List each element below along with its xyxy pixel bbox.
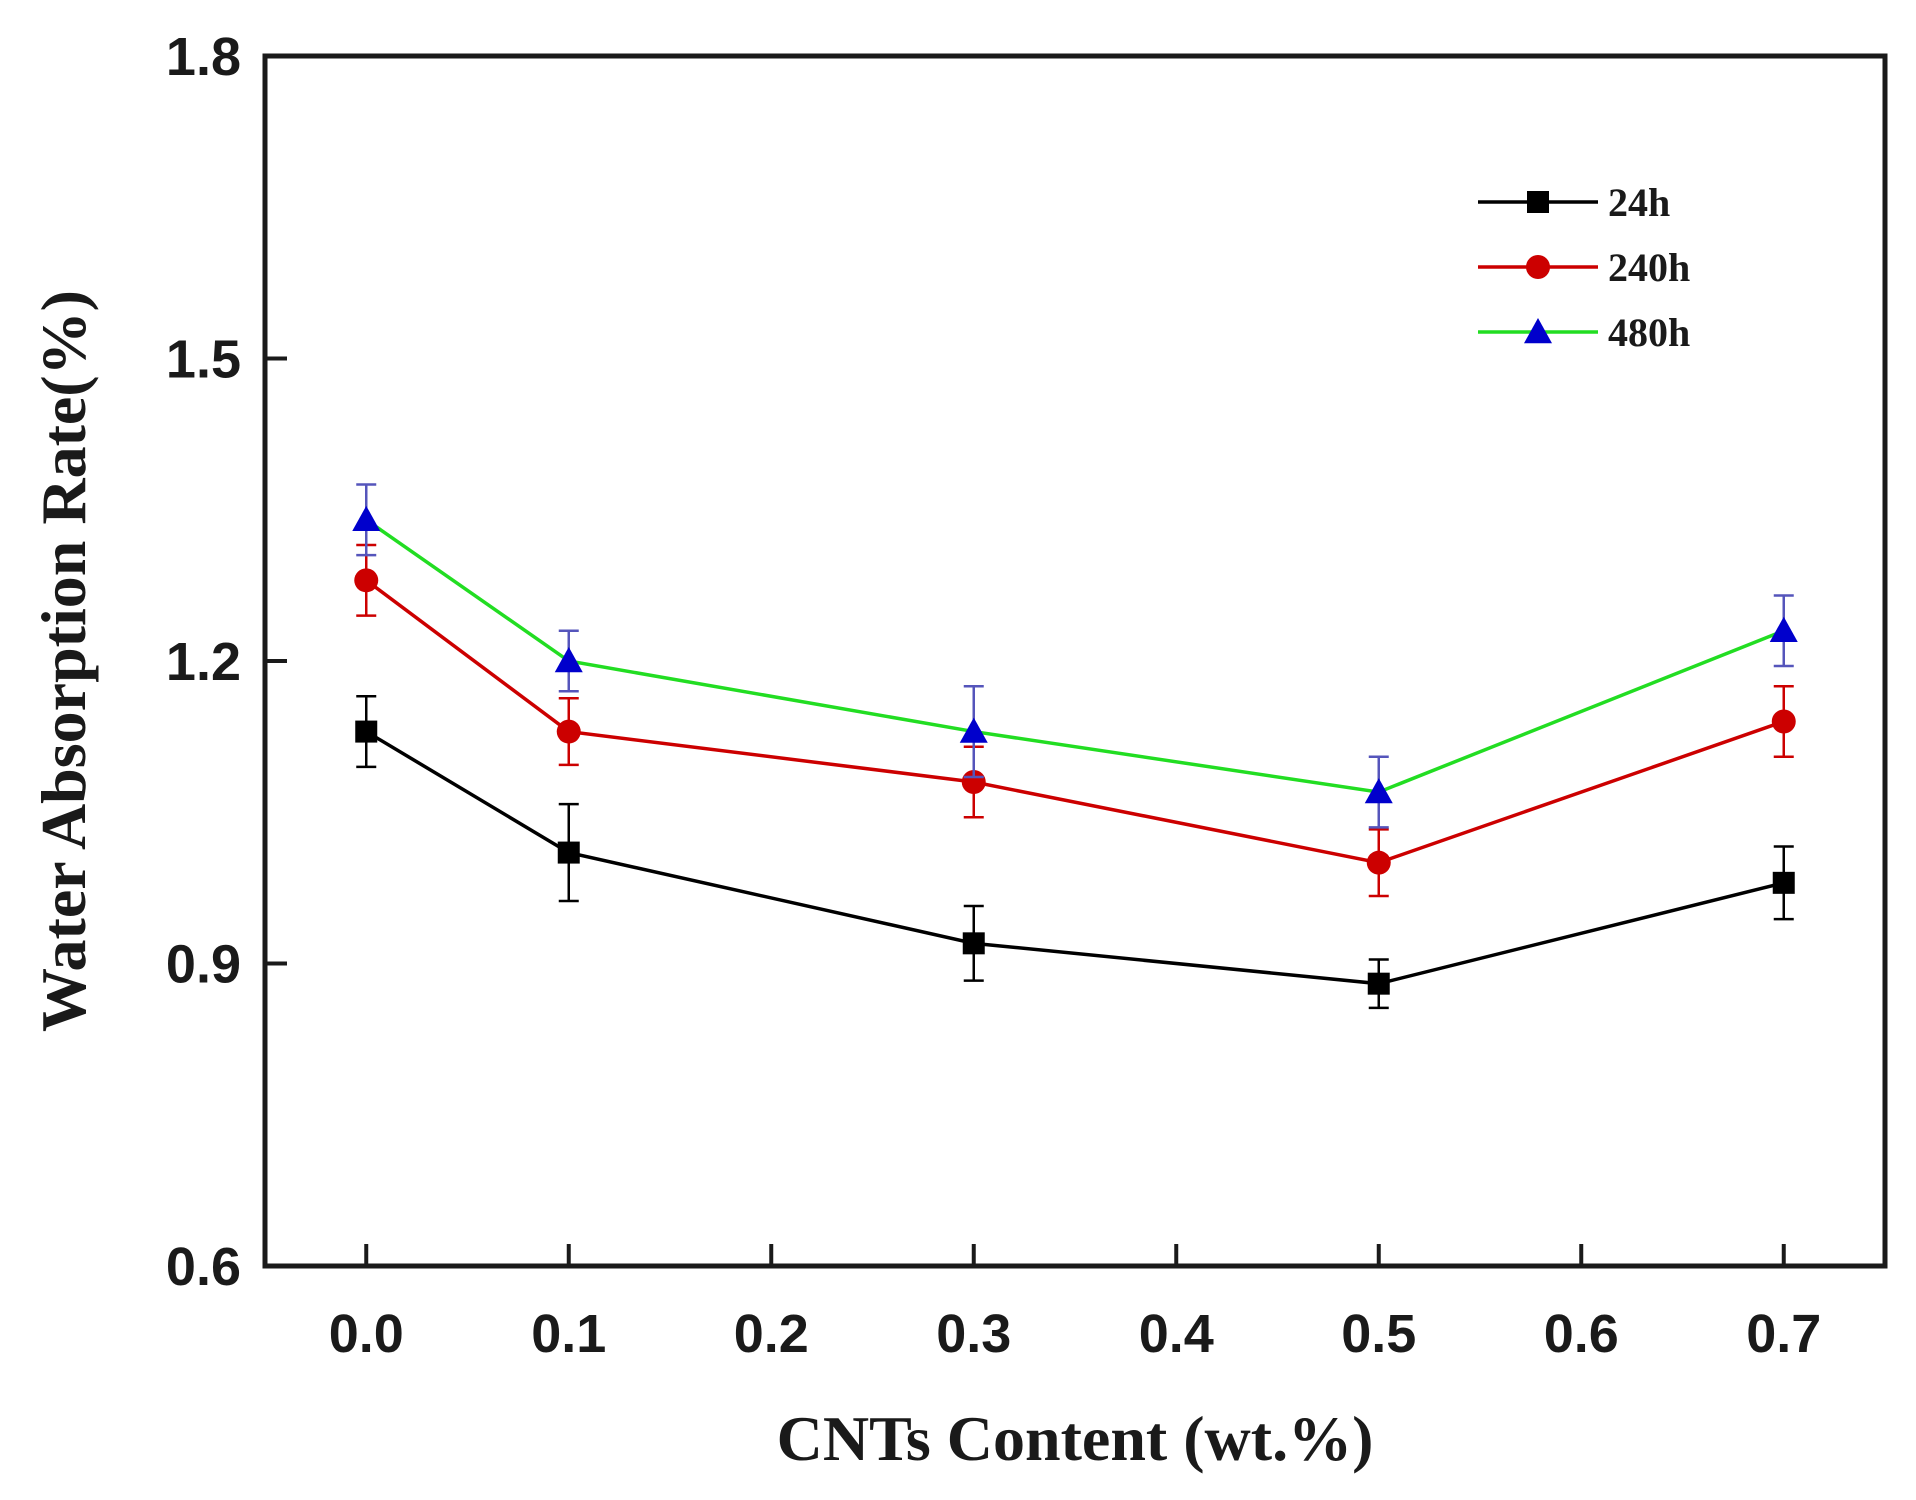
- x-tick-label: 0.4: [1139, 1304, 1214, 1364]
- legend-marker: [1526, 255, 1550, 279]
- y-tick-label: 0.9: [166, 935, 241, 995]
- y-axis-title: Water Absorption Rate(%): [28, 290, 99, 1032]
- y-tick-label: 0.6: [166, 1237, 241, 1297]
- series-line-240h: [365, 578, 1785, 865]
- plot-frame: [262, 53, 1888, 1269]
- data-point-480h: [959, 717, 988, 743]
- data-point-24h: [355, 720, 378, 743]
- data-point-24h: [1772, 871, 1795, 894]
- x-tick-label: 0.2: [734, 1304, 809, 1364]
- x-tick-label: 0.1: [531, 1304, 606, 1364]
- data-point-24h: [1367, 972, 1390, 995]
- y-tick-label: 1.2: [166, 632, 241, 692]
- legend-marker: [1524, 318, 1552, 344]
- x-tick-label: 0.6: [1544, 1304, 1619, 1364]
- x-tick-label: 0.5: [1341, 1304, 1416, 1364]
- x-tick-label: 0.3: [936, 1304, 1011, 1364]
- y-axis-ticks: 0.6 0.9 1.2 1.5 1.8: [166, 27, 287, 1297]
- x-tick-label: 0.0: [329, 1304, 404, 1364]
- x-tick-label: 0.7: [1746, 1304, 1821, 1364]
- data-point-240h: [556, 719, 581, 744]
- series-24h: [355, 695, 1795, 1010]
- data-point-240h: [1771, 709, 1796, 734]
- data-point-480h: [352, 505, 381, 532]
- data-point-240h: [354, 568, 379, 593]
- y-tick-label: 1.8: [166, 27, 241, 87]
- legend-label: 24h: [1608, 180, 1670, 225]
- data-point-480h: [1769, 616, 1798, 642]
- legend-label: 480h: [1608, 310, 1690, 355]
- data-point-24h: [962, 932, 985, 955]
- legend-item-480h: 480h: [1478, 310, 1690, 355]
- legend-marker: [1527, 191, 1549, 213]
- legend-item-240h: 240h: [1478, 245, 1690, 290]
- series-line-480h: [365, 518, 1785, 794]
- data-point-480h: [554, 647, 583, 673]
- legend: 24h 240h 480h: [1478, 180, 1690, 355]
- y-tick-label: 1.5: [166, 330, 241, 390]
- legend-item-24h: 24h: [1478, 180, 1670, 225]
- series-layer: [352, 483, 1798, 1010]
- legend-label: 240h: [1608, 245, 1690, 290]
- data-point-240h: [1366, 850, 1391, 875]
- data-point-24h: [557, 841, 580, 864]
- data-point-480h: [1364, 778, 1393, 804]
- series-480h: [352, 483, 1798, 829]
- x-axis-title: CNTs Content (wt.%): [777, 1403, 1374, 1474]
- x-axis-ticks: 0.0 0.1 0.2 0.3 0.4 0.5 0.6 0.7: [329, 1244, 1821, 1364]
